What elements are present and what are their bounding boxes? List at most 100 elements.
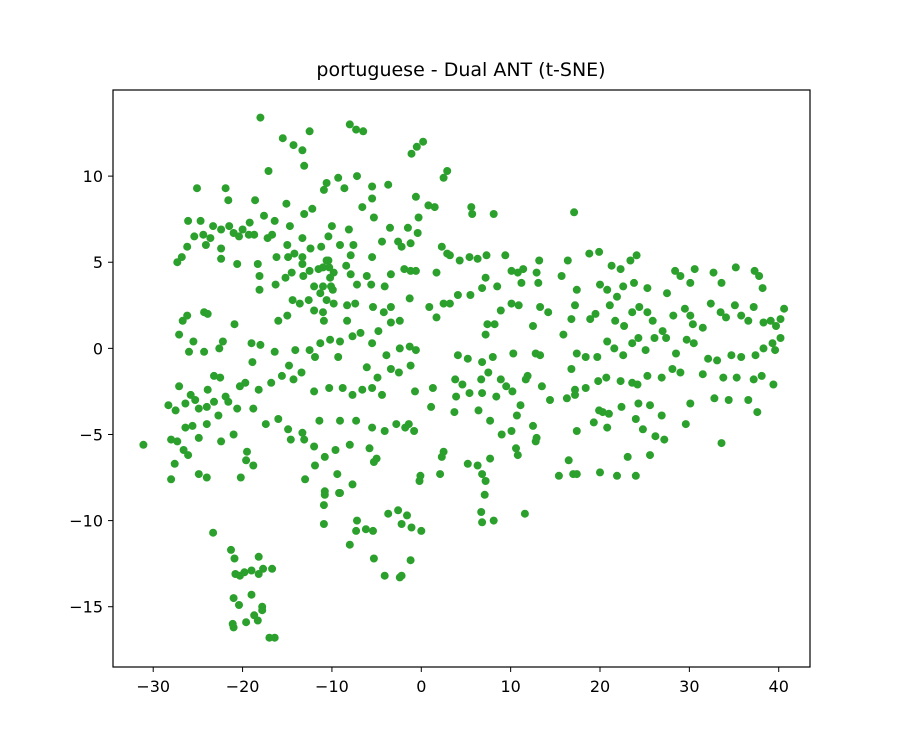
data-point (753, 408, 762, 417)
data-point (483, 320, 492, 329)
data-point (680, 304, 689, 313)
data-point (335, 489, 344, 497)
data-point (772, 322, 780, 330)
data-point (567, 315, 576, 324)
data-point (478, 284, 487, 293)
data-point (658, 327, 667, 336)
data-point (368, 384, 377, 392)
y-axis-ticks: −15 −10 −5 0 5 10 (69, 167, 113, 617)
data-point (481, 330, 490, 339)
data-point (732, 373, 741, 382)
data-point (717, 278, 726, 287)
data-point (411, 192, 420, 201)
data-point (486, 416, 495, 425)
data-point (365, 444, 374, 453)
data-point (380, 427, 389, 435)
data-point (698, 370, 707, 379)
data-point (322, 256, 331, 265)
data-point (242, 456, 251, 465)
data-point (603, 337, 612, 346)
data-point (139, 440, 148, 449)
data-point (769, 380, 778, 389)
data-point (633, 380, 642, 389)
data-point (463, 459, 472, 468)
data-point (288, 296, 297, 305)
data-point (397, 520, 406, 528)
data-point (439, 173, 448, 182)
data-point (283, 311, 292, 320)
data-point (536, 351, 545, 360)
data-point (253, 260, 262, 268)
data-point (410, 427, 419, 435)
data-point (367, 280, 376, 289)
data-point (631, 471, 640, 480)
data-point (490, 320, 499, 329)
data-point (270, 216, 279, 225)
data-point (235, 601, 243, 609)
data-point (255, 272, 264, 280)
data-point (706, 299, 715, 308)
data-point (749, 375, 758, 384)
plot-frame (112, 89, 811, 668)
data-point (320, 452, 329, 461)
data-point (342, 261, 351, 270)
data-point (414, 213, 423, 222)
data-point (586, 315, 595, 324)
data-point (480, 490, 489, 499)
data-point (628, 308, 637, 317)
data-point (626, 256, 635, 265)
data-point (378, 390, 386, 399)
data-point (368, 194, 377, 203)
data-point (417, 526, 426, 535)
data-point (193, 184, 201, 193)
data-point (227, 545, 235, 554)
data-point (194, 470, 203, 479)
data-point (343, 301, 352, 310)
data-point (593, 353, 602, 361)
data-point (235, 232, 243, 241)
data-point (353, 280, 361, 289)
data-point (359, 127, 368, 136)
data-point (751, 351, 760, 360)
data-point (643, 371, 652, 380)
data-point (286, 435, 295, 444)
data-point (521, 375, 530, 384)
data-point (465, 253, 474, 262)
data-point (348, 480, 357, 489)
data-point (400, 265, 409, 274)
data-point (233, 404, 242, 413)
data-point (346, 251, 355, 260)
data-point (326, 273, 335, 282)
data-point (401, 423, 410, 432)
data-point (686, 278, 695, 287)
data-point (319, 308, 327, 317)
data-point (311, 461, 319, 470)
data-point (445, 299, 454, 308)
data-point (394, 506, 403, 515)
data-point (386, 318, 395, 327)
data-point (668, 365, 677, 373)
data-point (284, 253, 293, 262)
data-point (486, 454, 495, 463)
data-point (236, 473, 245, 482)
data-point (430, 203, 439, 212)
data-point (345, 540, 354, 549)
data-point (744, 396, 753, 404)
data-point (373, 373, 382, 382)
data-point (437, 242, 446, 251)
data-point (173, 437, 182, 446)
data-point (241, 378, 250, 387)
data-point (437, 452, 446, 461)
data-point (466, 291, 475, 299)
x-tick-label: −10 (315, 677, 349, 696)
data-point (638, 425, 647, 434)
data-point (349, 241, 358, 249)
x-tick-label: 20 (590, 677, 610, 696)
data-point (271, 280, 280, 289)
data-point (432, 313, 441, 322)
data-point (591, 309, 600, 318)
data-point (361, 525, 370, 534)
data-point (191, 396, 200, 404)
data-point (516, 401, 525, 410)
data-point (206, 234, 215, 243)
